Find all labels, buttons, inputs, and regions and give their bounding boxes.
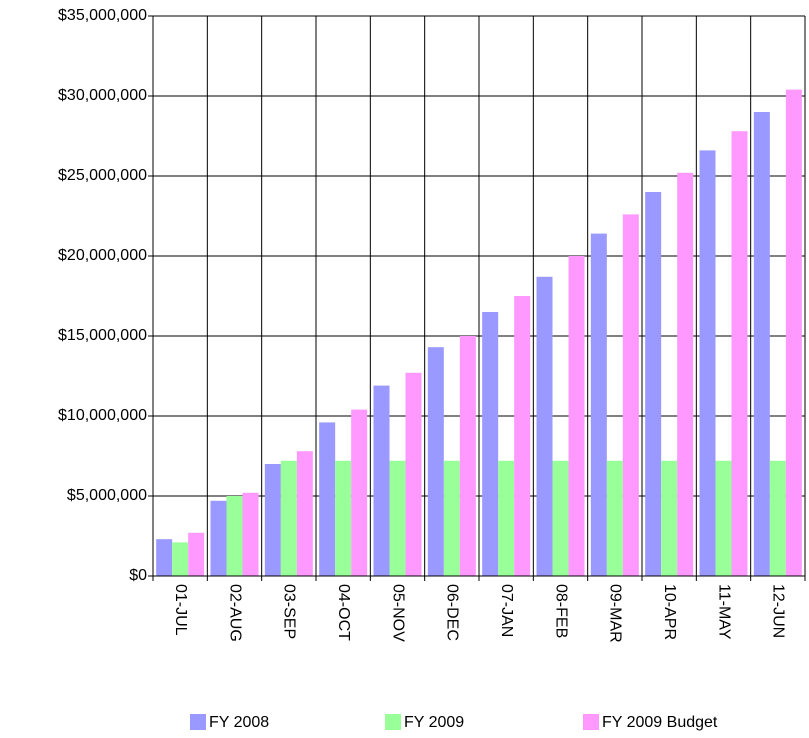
- x-tick-label: 07-JAN: [498, 584, 515, 637]
- bar: [242, 492, 259, 576]
- x-tick-label: 08-FEB: [552, 584, 569, 638]
- bar: [351, 409, 368, 576]
- x-tick-label: 03-SEP: [281, 584, 298, 639]
- bar: [373, 385, 390, 576]
- bar: [296, 451, 313, 576]
- y-tick-label: $20,000,000: [58, 247, 147, 264]
- bar: [210, 500, 227, 576]
- y-tick-label: $0: [129, 567, 147, 584]
- bar: [568, 256, 585, 576]
- bar: [443, 460, 460, 576]
- legend-label: FY 2009: [404, 714, 464, 731]
- x-tick-label: 06-DEC: [444, 584, 461, 641]
- bar: [590, 233, 607, 576]
- y-tick-label: $10,000,000: [58, 407, 147, 424]
- y-tick-label: $5,000,000: [67, 487, 147, 504]
- bar: [699, 150, 716, 576]
- x-tick-label: 11-MAY: [715, 584, 732, 640]
- x-tick-label: 05-NOV: [389, 584, 406, 642]
- bar: [606, 460, 623, 576]
- legend-swatch: [583, 714, 599, 730]
- x-tick-label: 04-OCT: [335, 584, 352, 641]
- x-tick-label: 10-APR: [661, 584, 678, 640]
- bar: [731, 131, 748, 576]
- bar: [264, 464, 281, 576]
- bar: [427, 347, 444, 576]
- y-tick-label: $35,000,000: [58, 7, 147, 24]
- legend-label: FY 2009 Budget: [602, 714, 718, 731]
- bar: [280, 460, 297, 576]
- bar: [785, 89, 802, 576]
- x-tick-label: 12-JUN: [770, 584, 787, 638]
- bar: [715, 460, 732, 576]
- x-tick-label: 09-MAR: [607, 584, 624, 643]
- x-tick-label: 02-AUG: [226, 584, 243, 642]
- bar: [405, 372, 422, 576]
- legend-swatch: [190, 714, 206, 730]
- legend-swatch: [385, 714, 401, 730]
- bar: [389, 460, 406, 576]
- bar: [769, 460, 786, 576]
- y-tick-label: $15,000,000: [58, 327, 147, 344]
- y-tick-label: $25,000,000: [58, 167, 147, 184]
- legend-label: FY 2008: [209, 714, 269, 731]
- bar: [172, 542, 189, 576]
- bar: [552, 460, 569, 576]
- bar: [622, 214, 639, 576]
- bar: [335, 460, 352, 576]
- bar: [188, 532, 205, 576]
- bar: [498, 460, 515, 576]
- bar: [319, 422, 336, 576]
- bar: [753, 112, 770, 576]
- bar: [536, 276, 553, 576]
- x-tick-label: 01-JUL: [172, 584, 189, 636]
- bar: [459, 336, 476, 576]
- bar: [514, 296, 531, 576]
- bar: [645, 192, 662, 576]
- bar: [677, 172, 694, 577]
- bar: [226, 496, 243, 576]
- bar: [661, 460, 678, 576]
- bar: [482, 312, 499, 576]
- y-tick-label: $30,000,000: [58, 87, 147, 104]
- bar: [156, 539, 173, 576]
